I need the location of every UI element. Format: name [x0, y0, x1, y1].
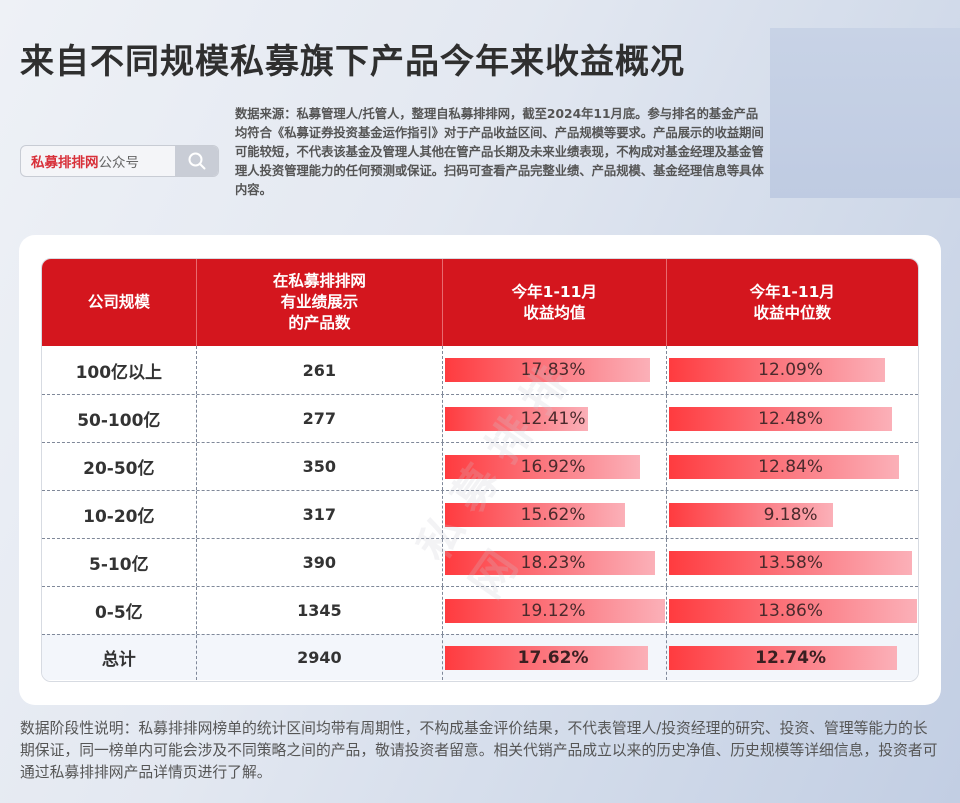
- mean-value: 17.83%: [520, 360, 586, 380]
- search-brand-text: 私募排排网: [31, 155, 99, 171]
- mean-value: 19.12%: [520, 600, 586, 621]
- median-bar: [668, 406, 892, 431]
- median-value: 13.58%: [758, 552, 823, 573]
- cell-count: 350: [197, 443, 444, 490]
- cell-mean: 17.83%: [443, 346, 667, 394]
- cell-scale: 5-10亿: [42, 539, 197, 586]
- table-row: 5-10亿 390 18.23% 13.58%: [42, 538, 918, 586]
- cell-median: 12.48%: [667, 395, 918, 442]
- cell-count: 2940: [197, 635, 444, 680]
- table-row: 0-5亿 1345 19.12% 13.86%: [42, 586, 918, 634]
- search-input[interactable]: 私募排排网 公众号: [21, 146, 175, 176]
- median-value: 13.86%: [758, 600, 823, 621]
- header-scale: 公司规模: [42, 259, 197, 346]
- cell-count: 1345: [197, 587, 444, 634]
- cell-mean: 17.62%: [443, 635, 667, 680]
- search-icon: [188, 152, 205, 170]
- mean-value: 12.41%: [520, 408, 586, 429]
- table-card: 公司规模 在私募排排网 有业绩展示 的产品数 今年1-11月 收益均值 今年1-…: [19, 235, 941, 705]
- cell-count: 390: [197, 539, 444, 586]
- table-header: 公司规模 在私募排排网 有业绩展示 的产品数 今年1-11月 收益均值 今年1-…: [42, 259, 918, 346]
- table-row-total: 总计 2940 17.62% 12.74%: [42, 634, 918, 680]
- mean-bar: [445, 358, 651, 382]
- median-bar: [668, 645, 897, 670]
- mean-value: 16.92%: [520, 456, 586, 477]
- search-box[interactable]: 私募排排网 公众号: [20, 145, 219, 177]
- footer-disclaimer: 数据阶段性说明：私募排排网榜单的统计区间均带有周期性，不构成基金评价结果，不代表…: [20, 720, 938, 781]
- cell-scale: 总计: [42, 635, 197, 680]
- page-title: 来自不同规模私募旗下产品今年来收益概况: [20, 42, 685, 82]
- cell-mean: 16.92%: [443, 443, 667, 490]
- mean-value: 15.62%: [520, 504, 586, 525]
- median-value: 12.84%: [758, 456, 823, 477]
- search-suffix-text: 公众号: [98, 155, 140, 171]
- median-bar: [668, 550, 912, 575]
- mean-bar: [445, 598, 666, 623]
- cell-median: 12.74%: [667, 635, 918, 680]
- mean-bar: [445, 454, 641, 479]
- median-bar: [668, 598, 917, 623]
- data-source-note: 数据来源：私募管理人/托管人，整理自私募排排网，截至2024年11月底。参与排名…: [235, 107, 764, 197]
- median-value: 12.48%: [758, 408, 823, 429]
- header-mean: 今年1-11月 收益均值: [443, 259, 667, 346]
- table-row: 50-100亿 277 12.41% 12.48%: [42, 394, 918, 442]
- cell-mean: 19.12%: [443, 587, 667, 634]
- cell-count: 277: [197, 395, 444, 442]
- mean-value: 17.62%: [517, 647, 589, 668]
- header-count: 在私募排排网 有业绩展示 的产品数: [197, 259, 444, 346]
- cell-scale: 20-50亿: [42, 443, 197, 490]
- mean-bar: [445, 502, 626, 527]
- median-value: 9.18%: [763, 504, 818, 525]
- table-body: 100亿以上 261 17.83% 12.09% 50-100亿 277 12.41% 12.…: [42, 346, 918, 680]
- median-value: 12.09%: [758, 360, 823, 380]
- table-row: 20-50亿 350 16.92% 12.84%: [42, 442, 918, 490]
- cell-mean: 15.62%: [443, 491, 667, 538]
- search-button[interactable]: [175, 146, 218, 176]
- cell-scale: 50-100亿: [42, 395, 197, 442]
- header-median: 今年1-11月 收益中位数: [749, 282, 835, 322]
- table-row: 10-20亿 317 15.62% 9.18%: [42, 490, 918, 538]
- cell-median: 12.09%: [667, 346, 918, 394]
- mean-bar: [445, 550, 656, 575]
- cell-median: 13.86%: [667, 587, 918, 634]
- cell-mean: 12.41%: [443, 395, 667, 442]
- cell-scale: 0-5亿: [42, 587, 197, 634]
- median-bar: [668, 358, 885, 382]
- cell-median: 9.18%: [667, 491, 918, 538]
- cell-scale: 10-20亿: [42, 491, 197, 538]
- mean-value: 18.23%: [520, 552, 586, 573]
- cell-median: 12.84%: [667, 443, 918, 490]
- cell-scale: 100亿以上: [42, 346, 197, 394]
- cell-count: 261: [197, 346, 444, 394]
- median-bar: [668, 502, 833, 527]
- returns-table: 公司规模 在私募排排网 有业绩展示 的产品数 今年1-11月 收益均值 今年1-…: [41, 258, 919, 682]
- mean-bar: [445, 406, 589, 431]
- cell-median: 13.58%: [667, 539, 918, 586]
- median-value: 12.74%: [755, 647, 826, 668]
- median-bar: [668, 454, 899, 479]
- table-row: 100亿以上 261 17.83% 12.09%: [42, 346, 918, 394]
- cell-mean: 18.23%: [443, 539, 667, 586]
- cell-count: 317: [197, 491, 444, 538]
- mean-bar: [445, 645, 649, 670]
- background-panel: [770, 28, 960, 198]
